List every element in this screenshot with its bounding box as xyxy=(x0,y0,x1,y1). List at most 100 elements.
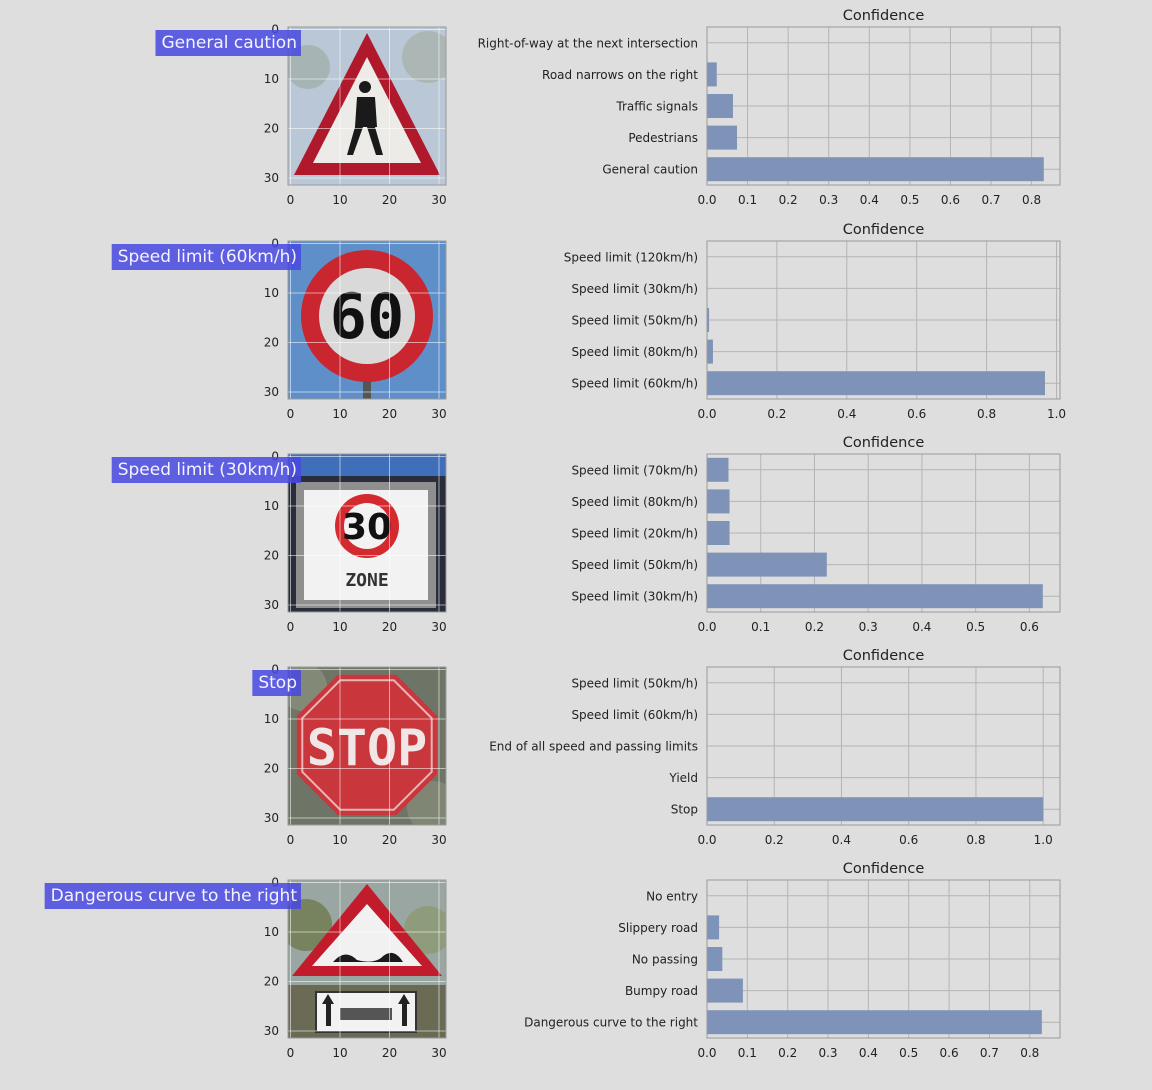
plot-frame xyxy=(706,453,1061,613)
sign-image-panel: 30 ZONE 0 0 10 10 20 20 30 30 xyxy=(264,450,447,635)
confidence-chart: General caution Pedestrians Traffic signal… xyxy=(478,8,1061,207)
image-x-tick-label: 10 xyxy=(332,620,347,634)
sign-image-panel: STOP 0 0 10 10 20 20 30 30 xyxy=(264,663,447,848)
x-tick-label: 1.0 xyxy=(1047,407,1066,421)
x-tick-label: 0.8 xyxy=(1022,193,1041,207)
x-tick-label: 0.3 xyxy=(819,193,838,207)
image-x-tick-label: 30 xyxy=(431,833,446,847)
category-label: Dangerous curve to the right xyxy=(524,1016,698,1030)
image-y-tick-label: 20 xyxy=(264,549,279,563)
category-label: End of all speed and passing limits xyxy=(489,740,698,754)
image-y-tick-label: 10 xyxy=(264,72,279,86)
x-tick-label: 0.6 xyxy=(907,407,926,421)
x-tick-label: 0.6 xyxy=(899,833,918,847)
image-y-tick-label: 0 xyxy=(271,876,279,890)
prediction-row: 0 0 10 10 20 20 30 30 Dangerous curve to the rig… xyxy=(44,861,1061,1061)
tree-blob xyxy=(402,31,446,83)
image-x-tick-label: 20 xyxy=(382,833,397,847)
x-tick-label: 0.7 xyxy=(981,193,1000,207)
x-tick-label: 0.4 xyxy=(837,407,856,421)
x-tick-label: 0.2 xyxy=(778,1046,797,1060)
category-label: Stop xyxy=(671,803,698,817)
x-tick-label: 0.8 xyxy=(966,833,985,847)
image-y-tick-label: 30 xyxy=(264,171,279,185)
category-label: Speed limit (30km/h) xyxy=(571,590,698,604)
x-tick-label: 0.1 xyxy=(738,193,757,207)
prediction-row: 30 ZONE 0 0 10 10 20 20 30 30 Speed limit (30km/h)… xyxy=(111,435,1061,635)
x-tick-label: 0.4 xyxy=(860,193,879,207)
bar xyxy=(707,797,1044,822)
image-x-tick-label: 30 xyxy=(431,407,446,421)
bar xyxy=(707,125,738,150)
sign-image: 30 ZONE xyxy=(288,454,446,612)
image-y-tick-label: 20 xyxy=(264,762,279,776)
x-tick-label: 0.0 xyxy=(697,620,716,634)
confidence-chart: Dangerous curve to the right Bumpy road No… xyxy=(524,861,1061,1060)
predicted-label: General caution xyxy=(161,33,297,53)
image-y-tick-label: 20 xyxy=(264,975,279,989)
chart-title: Confidence xyxy=(843,8,925,24)
x-tick-label: 0.4 xyxy=(859,1046,878,1060)
bar xyxy=(707,915,720,940)
bar xyxy=(707,584,1043,609)
image-x-tick-label: 20 xyxy=(382,620,397,634)
image-x-tick-label: 0 xyxy=(287,833,295,847)
category-label: Yield xyxy=(668,771,698,785)
image-x-tick-label: 20 xyxy=(382,407,397,421)
image-x-tick-label: 0 xyxy=(287,193,295,207)
category-label: Speed limit (80km/h) xyxy=(571,495,698,509)
confidence-chart: Speed limit (60km/h) Speed limit (80km/h)… xyxy=(564,222,1066,421)
bar xyxy=(707,457,729,482)
image-y-tick-label: 30 xyxy=(264,598,279,612)
image-x-tick-label: 10 xyxy=(332,193,347,207)
tree-blob xyxy=(288,45,330,89)
x-tick-label: 0.0 xyxy=(697,833,716,847)
sign-image: 60 xyxy=(288,241,446,399)
image-frame xyxy=(287,240,447,400)
category-label: Road narrows on the right xyxy=(542,68,698,82)
image-y-tick-label: 10 xyxy=(264,925,279,939)
image-y-tick-label: 20 xyxy=(264,336,279,350)
image-y-tick-label: 30 xyxy=(264,811,279,825)
ring-inner xyxy=(344,503,390,549)
sign-image-panel: 0 0 10 10 20 20 30 30 xyxy=(264,23,447,208)
image-x-tick-label: 30 xyxy=(431,620,446,634)
image-frame xyxy=(287,26,447,186)
image-x-tick-label: 10 xyxy=(332,1046,347,1060)
bar xyxy=(707,94,733,118)
bar xyxy=(707,339,713,364)
image-y-tick-label: 0 xyxy=(271,23,279,37)
image-x-tick-label: 30 xyxy=(431,1046,446,1060)
image-x-tick-label: 20 xyxy=(382,1046,397,1060)
sign-image-panel: 0 0 10 10 20 20 30 30 xyxy=(264,876,447,1061)
image-y-tick-label: 10 xyxy=(264,712,279,726)
predicted-label-badge xyxy=(44,883,301,909)
octagon-rim xyxy=(301,679,433,811)
predicted-label: Stop xyxy=(258,673,297,693)
plate xyxy=(315,991,417,1033)
sign-number: 30 xyxy=(342,507,392,548)
plot-frame xyxy=(706,26,1061,186)
bar xyxy=(707,1010,1042,1035)
image-x-tick-label: 10 xyxy=(332,833,347,847)
image-y-tick-label: 0 xyxy=(271,450,279,464)
plot-frame xyxy=(706,666,1061,826)
image-y-tick-label: 30 xyxy=(264,385,279,399)
category-label: Speed limit (80km/h) xyxy=(571,345,698,359)
x-tick-label: 0.0 xyxy=(697,193,716,207)
bar xyxy=(707,947,723,971)
plot-frame xyxy=(706,879,1061,1039)
category-label: Speed limit (60km/h) xyxy=(571,377,698,391)
x-tick-label: 0.6 xyxy=(941,193,960,207)
image-y-tick-label: 10 xyxy=(264,286,279,300)
sign-subtext: ZONE xyxy=(345,570,388,591)
sign-image: STOP xyxy=(288,667,446,825)
x-tick-label: 0.8 xyxy=(1020,1046,1039,1060)
x-tick-label: 0.1 xyxy=(751,620,770,634)
image-x-tick-label: 0 xyxy=(287,620,295,634)
foliage-blob xyxy=(288,899,332,951)
x-tick-label: 0.3 xyxy=(818,1046,837,1060)
predicted-label: Dangerous curve to the right xyxy=(51,886,298,906)
